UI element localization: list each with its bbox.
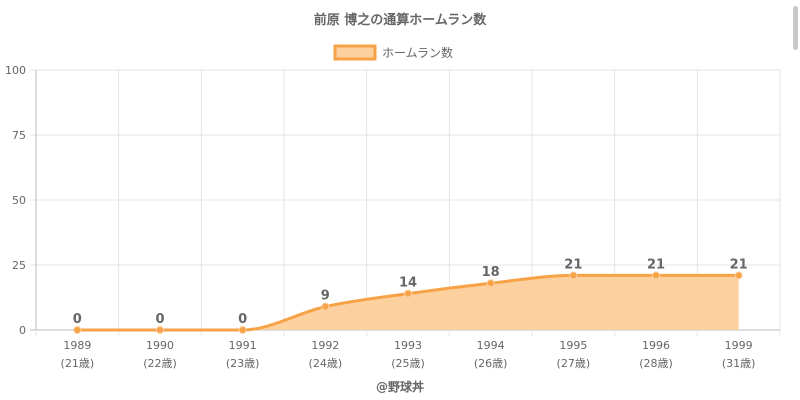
legend-swatch (333, 44, 377, 61)
credit: @野球丼 (376, 379, 424, 394)
y-tick-label: 100 (5, 64, 26, 77)
x-tick-label: 1991 (229, 339, 257, 352)
data-point (404, 289, 412, 298)
data-point (569, 271, 578, 280)
scrollbar-thumb[interactable] (793, 6, 798, 50)
data-points (73, 271, 743, 334)
x-tick-label: 1992 (311, 339, 339, 352)
data-label: 21 (564, 257, 582, 272)
data-label: 0 (73, 312, 82, 327)
y-tick-label: 25 (12, 259, 26, 272)
data-label: 0 (238, 312, 247, 327)
data-point (73, 326, 82, 334)
x-tick-age-label: (28歳) (639, 357, 673, 370)
data-point (156, 326, 164, 334)
data-label: 18 (482, 265, 500, 280)
data-point (321, 302, 330, 311)
x-tick-label: 1989 (63, 339, 91, 352)
y-tick-label: 75 (12, 129, 26, 142)
y-tick-label: 0 (19, 324, 26, 337)
data-label: 21 (730, 257, 748, 272)
y-tick-label: 50 (12, 194, 26, 207)
data-point (238, 326, 247, 334)
x-tick-label: 1993 (394, 339, 422, 352)
data-point (652, 271, 660, 280)
x-tick-label: 1990 (146, 339, 174, 352)
x-axis: 1989 (21歳) 1990 (22歳) 1991 (23歳) 1992 (24歳) 1993… (61, 339, 756, 370)
data-labels: 0 0 0 9 14 18 21 21 21 (73, 257, 748, 327)
x-tick-age-label: (31歳) (722, 357, 756, 370)
x-tick-age-label: (27歳) (557, 357, 591, 370)
series-area-fill (77, 275, 739, 330)
x-tick-age-label: (22歳) (143, 357, 177, 370)
x-tick-age-label: (26歳) (474, 357, 508, 370)
data-label: 14 (399, 276, 417, 291)
data-label: 9 (321, 289, 330, 304)
data-label: 0 (155, 312, 164, 327)
y-axis: 0 25 50 75 100 (5, 64, 26, 337)
chart-title: 前原 博之の通算ホームラン数 (314, 12, 487, 28)
x-tick-label: 1995 (559, 339, 587, 352)
data-point (486, 279, 495, 288)
data-label: 21 (647, 257, 665, 272)
x-tick-label: 1994 (477, 339, 505, 352)
x-tick-age-label: (24歳) (309, 357, 343, 370)
legend[interactable]: ホームラン数 (333, 44, 453, 61)
legend-label: ホームラン数 (382, 45, 453, 60)
x-tick-label: 1996 (642, 339, 670, 352)
data-point (734, 271, 743, 280)
x-tick-age-label: (21歳) (61, 357, 95, 370)
x-tick-age-label: (25歳) (391, 357, 425, 370)
x-tick-label: 1999 (725, 339, 753, 352)
x-tick-age-label: (23歳) (226, 357, 260, 370)
